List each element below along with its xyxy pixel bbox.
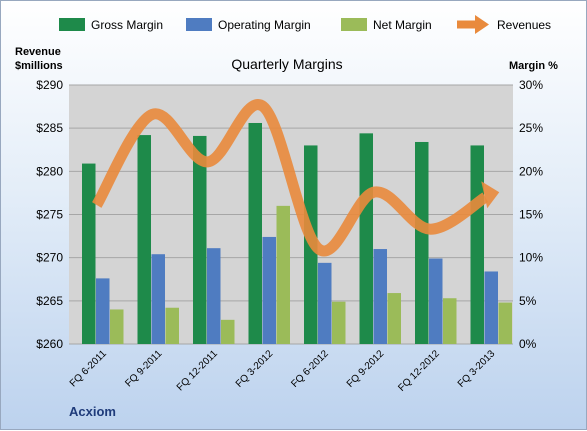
- bar-net-margin-2: [221, 320, 235, 344]
- bar-net-margin-6: [443, 298, 457, 344]
- bar-operating-margin-3: [263, 237, 277, 344]
- brand-label: Acxiom: [69, 404, 116, 419]
- x-tick-label-3: FQ 3-2012: [234, 348, 276, 390]
- right-tick-label-3: 15%: [519, 208, 543, 222]
- x-tick-label-5: FQ 9-2012: [345, 348, 387, 390]
- bar-operating-margin-4: [318, 263, 332, 344]
- chart-title: Quarterly Margins: [231, 56, 342, 72]
- bar-gross-margin-1: [138, 135, 152, 344]
- x-tick-label-6: FQ 12-2012: [396, 348, 442, 394]
- bar-operating-margin-2: [207, 248, 221, 344]
- left-tick-label-3: $275: [36, 208, 63, 222]
- bar-gross-margin-3: [249, 123, 263, 344]
- x-tick-label-2: FQ 12-2011: [175, 348, 220, 393]
- left-axis-ticks: $260 $265 $270 $275 $280 $285 $290: [36, 78, 63, 351]
- legend-swatch-net-margin: [341, 18, 367, 31]
- right-tick-label-6: 30%: [519, 78, 543, 92]
- bar-net-margin-7: [499, 303, 513, 344]
- bar-net-margin-5: [388, 293, 402, 344]
- right-tick-label-4: 20%: [519, 164, 543, 178]
- left-axis-label-line-1: Revenue: [15, 46, 61, 58]
- x-tick-label-1: FQ 9-2011: [123, 348, 164, 389]
- right-tick-label-0: 0%: [519, 337, 537, 351]
- bar-gross-margin-0: [82, 164, 96, 344]
- left-tick-label-4: $280: [36, 164, 63, 178]
- left-axis-label-line-2: $millions: [15, 60, 63, 72]
- bar-net-margin-0: [110, 309, 124, 344]
- bar-operating-margin-5: [374, 249, 388, 344]
- left-tick-label-1: $265: [36, 294, 63, 308]
- left-tick-label-2: $270: [36, 251, 63, 265]
- x-tick-label-4: FQ 6-2012: [289, 348, 331, 390]
- bar-gross-margin-5: [360, 133, 374, 344]
- legend-swatch-gross-margin: [59, 18, 85, 31]
- bar-net-margin-1: [166, 308, 180, 344]
- legend-arrow-revenues: [475, 15, 489, 34]
- right-tick-label-5: 25%: [519, 121, 543, 135]
- bar-gross-margin-2: [193, 136, 207, 344]
- right-axis-label: Margin %: [509, 60, 558, 72]
- legend-label-operating-margin: Operating Margin: [218, 18, 311, 32]
- right-tick-label-2: 10%: [519, 251, 543, 265]
- bar-operating-margin-0: [96, 278, 110, 344]
- bar-operating-margin-7: [485, 271, 499, 344]
- bar-net-margin-3: [277, 206, 291, 344]
- left-tick-label-5: $285: [36, 121, 63, 135]
- bar-net-margin-4: [332, 302, 346, 344]
- x-tick-label-0: FQ 6-2011: [68, 348, 109, 389]
- legend-label-revenues: Revenues: [497, 18, 551, 32]
- x-axis-ticks: FQ 6-2011 FQ 9-2011 FQ 12-2011 FQ 3-2012 FQ …: [68, 348, 498, 394]
- bar-operating-margin-6: [429, 259, 443, 344]
- legend-label-gross-margin: Gross Margin: [91, 18, 163, 32]
- legend: Gross Margin Operating Margin Net Margin Re…: [59, 15, 551, 34]
- left-tick-label-0: $260: [36, 337, 63, 351]
- right-tick-label-1: 5%: [519, 294, 537, 308]
- left-tick-label-6: $290: [36, 78, 63, 92]
- x-tick-label-7: FQ 3-2013: [456, 348, 498, 390]
- bar-operating-margin-1: [152, 254, 166, 344]
- legend-label-net-margin: Net Margin: [373, 18, 432, 32]
- right-axis-ticks: 0% 5% 10% 15% 20% 25% 30%: [519, 78, 543, 351]
- bar-gross-margin-7: [471, 145, 485, 344]
- bar-gross-margin-6: [415, 142, 429, 344]
- legend-swatch-operating-margin: [186, 18, 212, 31]
